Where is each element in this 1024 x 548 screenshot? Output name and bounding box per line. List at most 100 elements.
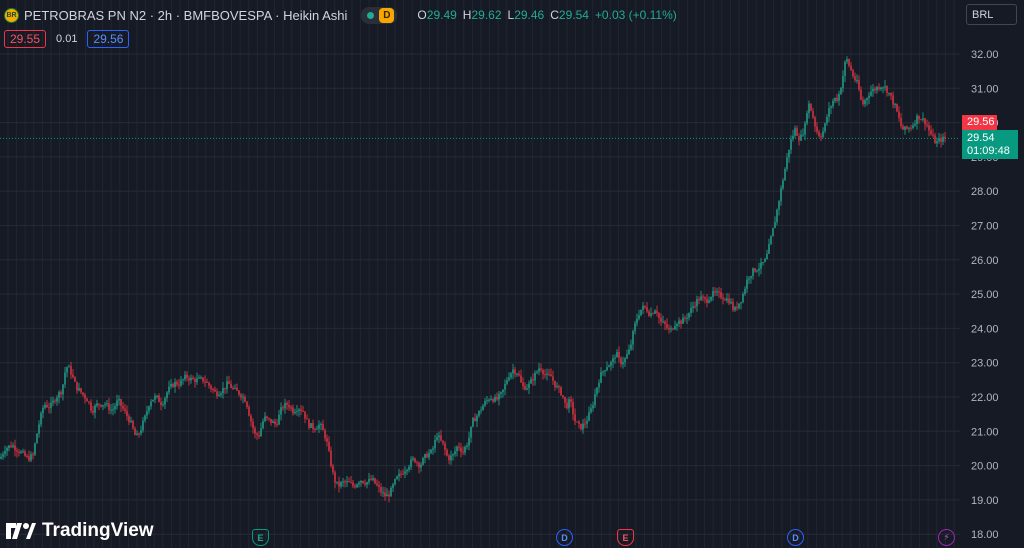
- candle-body: [262, 421, 264, 429]
- sell-price-button[interactable]: 29.55: [4, 30, 47, 48]
- candle-body: [886, 86, 888, 93]
- candle-body: [334, 472, 336, 483]
- candle-body: [174, 381, 176, 387]
- close-label: C: [550, 8, 559, 22]
- candle-body: [308, 419, 310, 428]
- tradingview-branding[interactable]: TradingView: [6, 520, 154, 542]
- earnings-event-icon[interactable]: E: [617, 529, 634, 546]
- earnings-event-icon[interactable]: E: [252, 529, 269, 546]
- candle-body: [260, 428, 262, 437]
- candle-body: [410, 459, 412, 467]
- candle-body: [900, 117, 902, 127]
- candle-body: [196, 378, 198, 383]
- delayed-data-badge[interactable]: D: [379, 7, 395, 23]
- candle-body: [318, 424, 320, 429]
- buy-price-button[interactable]: 29.56: [87, 30, 130, 48]
- candle-body: [302, 410, 304, 412]
- candle-body: [824, 123, 826, 132]
- candle-body: [878, 87, 880, 90]
- candle-body: [360, 480, 362, 483]
- candle-body: [158, 395, 160, 403]
- candle-body: [192, 377, 194, 380]
- candle-body: [688, 313, 690, 318]
- candle-body: [90, 402, 92, 411]
- candle-body: [48, 407, 50, 409]
- candle-body: [418, 462, 420, 468]
- candle-body: [598, 382, 600, 388]
- candle-body: [876, 87, 878, 91]
- candle-body: [730, 301, 732, 304]
- candle-body: [132, 420, 134, 429]
- candle-body: [482, 405, 484, 411]
- candle-body: [896, 103, 898, 112]
- y-tick-label: 26.00: [971, 255, 999, 267]
- candle-body: [222, 387, 224, 394]
- candle-body: [288, 404, 290, 408]
- dividend-event-icon[interactable]: D: [787, 529, 804, 546]
- candle-body: [792, 135, 794, 140]
- candle-body: [128, 416, 130, 423]
- candle-body: [92, 410, 94, 413]
- candle-body: [458, 446, 460, 448]
- candle-body: [782, 180, 784, 189]
- candle-body: [800, 134, 802, 141]
- candle-body: [70, 366, 72, 375]
- candle-body: [874, 88, 876, 91]
- candle-body: [12, 445, 14, 448]
- branding-text: TradingView: [42, 520, 154, 541]
- candle-body: [854, 76, 856, 81]
- candle-body: [532, 379, 534, 381]
- candle-body: [474, 418, 476, 422]
- candle-body: [328, 441, 330, 451]
- candle-body: [416, 462, 418, 464]
- candle-body: [544, 374, 546, 376]
- candle-body: [710, 296, 712, 301]
- candle-body: [72, 374, 74, 378]
- candle-body: [588, 412, 590, 421]
- candle-body: [206, 381, 208, 383]
- market-status[interactable]: D: [361, 6, 398, 24]
- candle-body: [38, 424, 40, 434]
- candle-body: [156, 395, 158, 397]
- candle-body: [198, 377, 200, 379]
- candle-body: [248, 406, 250, 416]
- candle-body: [386, 494, 388, 497]
- tradingview-logo-icon: [6, 523, 36, 539]
- candle-body: [732, 301, 734, 311]
- candle-body: [326, 438, 328, 442]
- candle-body: [350, 482, 352, 484]
- candle-body: [856, 80, 858, 82]
- bar-countdown: 01:09:48: [967, 145, 1010, 157]
- currency-selector[interactable]: BRL: [966, 4, 1017, 25]
- candle-body: [290, 407, 292, 409]
- open-label: O: [417, 8, 427, 22]
- candle-body: [390, 487, 392, 497]
- candle-body: [316, 428, 318, 430]
- symbol-title[interactable]: PETROBRAS PN N2 · 2h · BMFBOVESPA · Heik…: [24, 7, 348, 23]
- candle-body: [138, 433, 140, 435]
- candle-body: [944, 136, 946, 139]
- candle-body: [164, 397, 166, 405]
- candle-body: [518, 373, 520, 376]
- candle-body: [392, 484, 394, 488]
- candle-body: [232, 387, 234, 389]
- split-event-icon[interactable]: ⚡: [938, 529, 955, 546]
- dividend-event-icon[interactable]: D: [556, 529, 573, 546]
- candle-body: [218, 394, 220, 397]
- candle-body: [746, 279, 748, 289]
- candle-body: [182, 379, 184, 381]
- candle-body: [112, 409, 114, 411]
- candle-body: [672, 328, 674, 330]
- candle-body: [378, 485, 380, 488]
- candle-body: [662, 321, 664, 323]
- candle-body: [16, 450, 18, 452]
- candle-body: [454, 451, 456, 455]
- candle-body: [612, 358, 614, 363]
- candle-body: [780, 188, 782, 202]
- candle-body: [826, 116, 828, 124]
- candle-body: [340, 482, 342, 487]
- candle-body: [0, 456, 2, 459]
- candle-body: [658, 313, 660, 319]
- change-value: +0.03 (+0.11%): [594, 8, 677, 22]
